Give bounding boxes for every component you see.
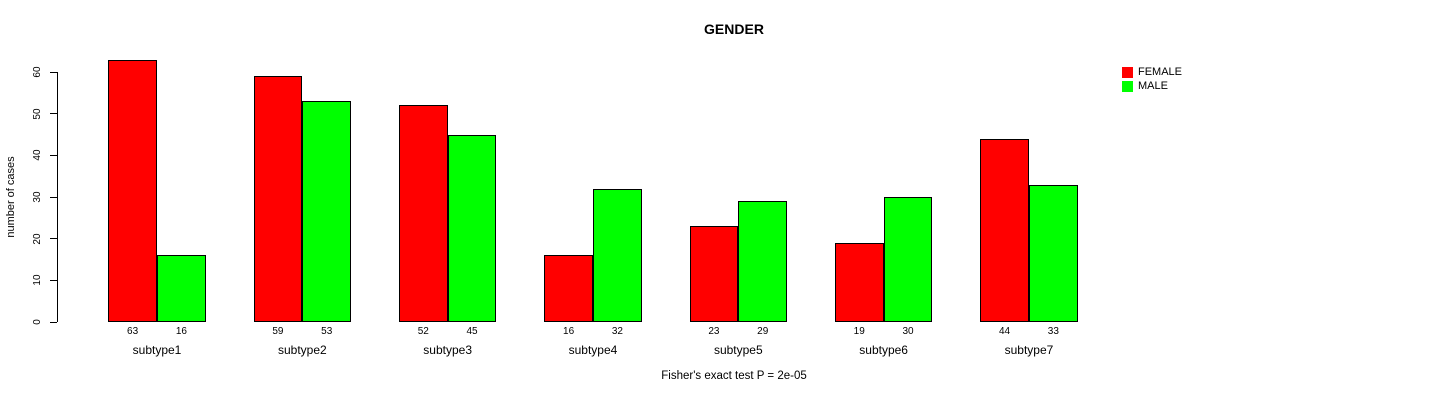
y-axis-tick-label: 60: [32, 66, 43, 78]
chart-title: GENDER: [704, 21, 764, 37]
legend-label: MALE: [1138, 80, 1168, 92]
legend: FEMALE MALE: [1122, 65, 1182, 93]
bar-value-label: 29: [757, 326, 769, 337]
stat-test-caption: Fisher's exact test P = 2e-05: [661, 370, 807, 382]
bar-value-label: 53: [321, 326, 333, 337]
y-axis-tick: [50, 279, 57, 281]
bar-value-label: 19: [853, 326, 865, 337]
category-label-subtype4: subtype4: [568, 343, 618, 357]
bar-value-label: 52: [417, 326, 429, 337]
y-axis-tick-label: 30: [32, 191, 43, 203]
y-axis-tick: [50, 113, 57, 115]
y-axis-title: number of cases: [5, 156, 17, 238]
bar-value-label: 44: [999, 326, 1011, 337]
legend-swatch-female: [1122, 66, 1133, 78]
bar-female-subtype5: [689, 226, 739, 322]
y-axis-tick-label: 50: [32, 108, 43, 120]
bar-female-subtype6: [834, 242, 884, 322]
y-axis-tick-label: 40: [32, 149, 43, 161]
y-axis-tick: [50, 154, 57, 156]
category-label-subtype6: subtype6: [859, 343, 908, 357]
legend-item-female: FEMALE: [1122, 65, 1182, 79]
bar-value-label: 45: [466, 326, 478, 337]
legend-item-male: MALE: [1122, 79, 1182, 93]
bar-male-subtype5: [738, 201, 788, 322]
bar-female-subtype4: [544, 255, 593, 322]
bar-value-label: 32: [611, 326, 623, 337]
y-axis-tick-label: 0: [32, 319, 43, 325]
bar-value-label: 59: [272, 326, 284, 337]
legend-label: FEMALE: [1138, 66, 1183, 78]
bar-value-label: 63: [127, 326, 139, 337]
bar-male-subtype3: [447, 134, 497, 322]
bar-male-subtype2: [302, 101, 352, 322]
y-axis-tick: [50, 321, 57, 323]
category-label-subtype7: subtype7: [1004, 343, 1054, 357]
bar-male-subtype4: [592, 188, 642, 322]
bar-value-label: 30: [902, 326, 914, 337]
y-axis-tick: [50, 71, 57, 73]
bar-female-subtype3: [398, 105, 448, 322]
bar-male-subtype6: [883, 197, 933, 322]
bar-female-subtype7: [980, 138, 1029, 322]
category-label-subtype3: subtype3: [423, 343, 472, 357]
category-label-subtype2: subtype2: [277, 343, 327, 357]
category-label-subtype5: subtype5: [713, 343, 763, 357]
bar-female-subtype2: [253, 76, 303, 322]
bar-value-label: 16: [175, 326, 187, 337]
legend-swatch-male: [1122, 80, 1133, 92]
y-axis-tick: [50, 196, 57, 198]
bar-male-subtype1: [157, 255, 206, 322]
bar-value-label: 23: [708, 326, 720, 337]
y-axis-tick-label: 20: [32, 233, 43, 245]
y-axis-tick-label: 10: [32, 274, 43, 286]
y-axis-line: [57, 72, 58, 322]
bar-value-label: 16: [563, 326, 575, 337]
y-axis-tick: [50, 238, 57, 240]
bar-male-subtype7: [1028, 184, 1078, 322]
bar-value-label: 33: [1047, 326, 1059, 337]
category-label-subtype1: subtype1: [132, 343, 182, 357]
bar-female-subtype1: [108, 59, 157, 322]
